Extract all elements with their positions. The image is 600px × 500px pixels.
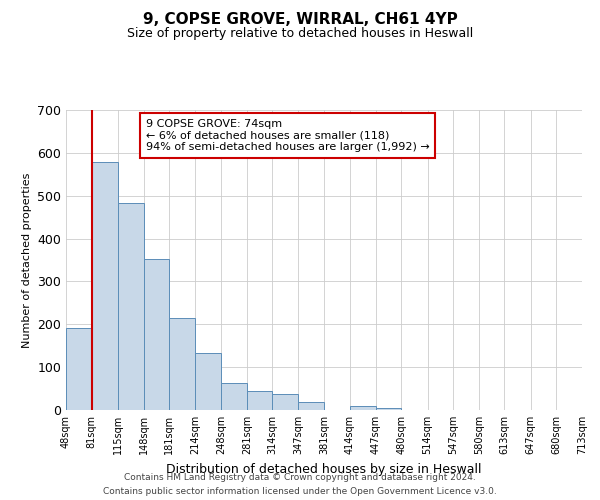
Bar bbox=[247, 391, 272, 410]
Bar bbox=[298, 402, 325, 410]
Y-axis label: Number of detached properties: Number of detached properties bbox=[22, 172, 32, 348]
Bar bbox=[195, 353, 221, 410]
Bar bbox=[143, 259, 169, 410]
Bar bbox=[169, 318, 195, 410]
Bar bbox=[221, 384, 247, 410]
Text: Contains public sector information licensed under the Open Government Licence v3: Contains public sector information licen… bbox=[103, 486, 497, 496]
Text: 9 COPSE GROVE: 74sqm
← 6% of detached houses are smaller (118)
94% of semi-detac: 9 COPSE GROVE: 74sqm ← 6% of detached ho… bbox=[146, 119, 430, 152]
Bar bbox=[350, 406, 376, 410]
Text: Size of property relative to detached houses in Heswall: Size of property relative to detached ho… bbox=[127, 28, 473, 40]
Bar bbox=[118, 204, 143, 410]
X-axis label: Distribution of detached houses by size in Heswall: Distribution of detached houses by size … bbox=[166, 462, 482, 475]
Bar bbox=[66, 328, 92, 410]
Bar bbox=[272, 394, 298, 410]
Text: Contains HM Land Registry data © Crown copyright and database right 2024.: Contains HM Land Registry data © Crown c… bbox=[124, 472, 476, 482]
Text: 9, COPSE GROVE, WIRRAL, CH61 4YP: 9, COPSE GROVE, WIRRAL, CH61 4YP bbox=[143, 12, 457, 28]
Bar bbox=[376, 408, 401, 410]
Bar bbox=[92, 162, 118, 410]
